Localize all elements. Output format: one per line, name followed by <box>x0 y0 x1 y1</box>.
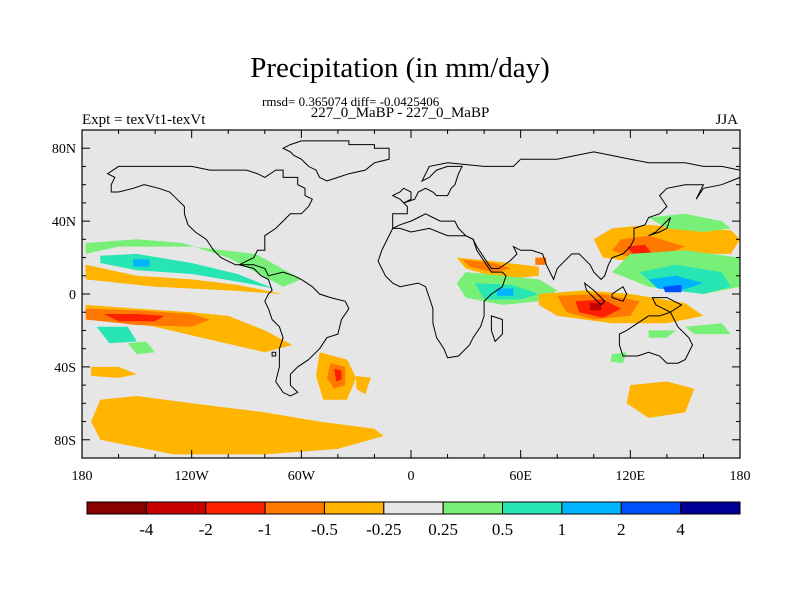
coastline-4 <box>391 187 412 204</box>
x-tick-label: 60W <box>288 469 316 484</box>
contour-n-pacific-blue <box>133 259 150 267</box>
season-label: JJA <box>715 112 738 128</box>
colorbar: -4 -2 -1 -0.5 -0.25 0.25 0.5 1 2 4 <box>86 501 741 539</box>
contour-maritime-dark-red <box>590 303 602 311</box>
x-tick-label: 180 <box>72 469 93 484</box>
x-tick-label: 120E <box>616 469 646 484</box>
contour-s-pacific-green <box>127 341 156 355</box>
coastline-9 <box>490 315 503 343</box>
contour-n-africa-blue <box>496 288 514 296</box>
colorbar-box <box>561 501 622 515</box>
contour-w-pacific-green-2 <box>685 323 731 335</box>
y-tick-label: 0 <box>69 288 76 303</box>
coastline-7 <box>611 285 628 302</box>
contour-s-atlantic-orange-spot <box>356 376 371 395</box>
colorbar-label: -0.5 <box>311 520 338 539</box>
colorbar-box <box>205 501 266 515</box>
contour-n-pacific-green <box>85 239 302 287</box>
colorbar-label: -1 <box>258 520 272 539</box>
contour-n-pacific-orange <box>85 264 284 294</box>
colorbar-label: 0.5 <box>492 520 513 539</box>
y-tick-label: 80N <box>52 142 76 157</box>
x-tick-label: 120W <box>175 469 210 484</box>
coastline-3 <box>392 151 740 281</box>
coastline-1 <box>106 165 350 397</box>
contour-s-atlantic-red <box>334 368 342 382</box>
x-tick-label: 180 <box>730 469 751 484</box>
map-axes: 180 120W 60W 0 60E 120E 180 80N 40N 0 40S 80S <box>52 129 751 484</box>
contour-s-indian-green <box>648 330 676 338</box>
y-tick-label: 40N <box>52 215 76 230</box>
colorbar-label: 1 <box>558 520 567 539</box>
colorbar-box <box>442 501 504 515</box>
colorbar-box <box>86 501 147 515</box>
colorbar-box <box>502 501 563 515</box>
colorbar-label: 0.25 <box>428 520 458 539</box>
experiment-label: Expt = texVt1-texVt <box>82 112 206 128</box>
stats-readout: rmsd= 0.365074 diff= -0.0425406 <box>262 94 440 109</box>
colorbar-box <box>383 501 444 515</box>
colorbar-box <box>680 501 741 515</box>
coastline-6 <box>583 281 606 306</box>
contour-s-ocean-orange-2 <box>91 366 137 378</box>
colorbar-box <box>323 501 385 515</box>
colorbar-box <box>145 501 207 515</box>
contour-w-pacific-sky <box>648 275 704 291</box>
map-plot <box>82 130 740 458</box>
contour-w-pacific-blue <box>663 284 682 293</box>
colorbar-label: 4 <box>676 520 685 539</box>
coastline-10 <box>648 217 671 237</box>
x-tick-label: 0 <box>408 469 415 484</box>
y-tick-label: 40S <box>54 361 76 376</box>
colorbar-box <box>264 501 325 515</box>
chart-subtitle: 227_0_MaBP - 227_0_MaBP <box>310 105 490 121</box>
contour-india-ocean-orange <box>626 381 695 418</box>
colorbar-label: 2 <box>617 520 626 539</box>
colorbar-label: -0.25 <box>366 520 401 539</box>
colorbar-box <box>620 501 682 515</box>
coastline-8 <box>651 297 683 313</box>
coastline-11 <box>271 351 277 357</box>
x-tick-label: 60E <box>509 469 532 484</box>
contour-s-ocean-orange <box>91 396 384 455</box>
chart-title: Precipitation (in mm/day) <box>250 52 550 84</box>
contour-s-pacific-red <box>103 314 165 322</box>
colorbar-label: -2 <box>199 520 213 539</box>
contour-s-pacific-cyan <box>96 326 137 344</box>
y-tick-label: 80S <box>54 434 76 449</box>
colorbar-label: -4 <box>139 520 154 539</box>
contour-c-asia-dark-orange <box>535 257 547 265</box>
coastline-5 <box>618 311 694 364</box>
coastline-0 <box>281 140 390 182</box>
